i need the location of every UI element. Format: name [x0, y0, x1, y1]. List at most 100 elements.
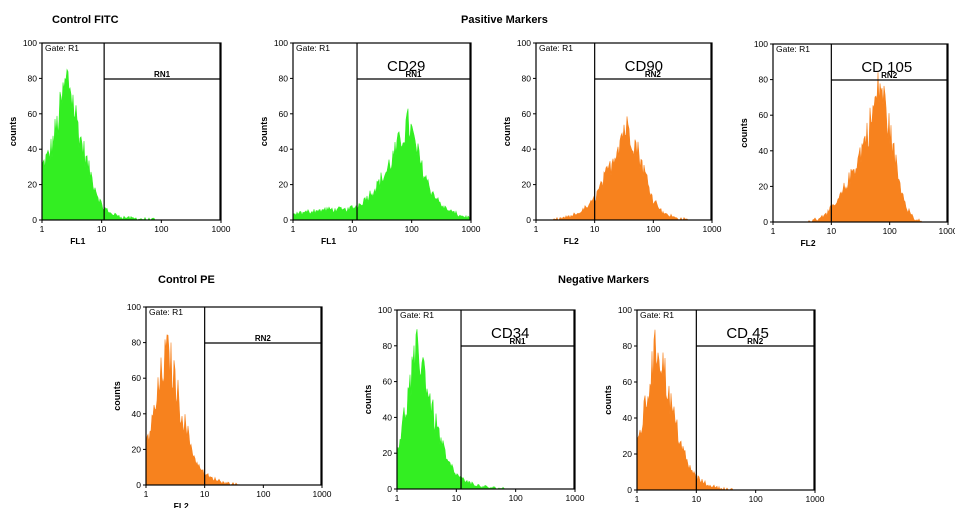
histogram-fill	[145, 334, 322, 486]
y-tick-label: 40	[28, 144, 38, 154]
x-tick-label: 10	[348, 224, 358, 234]
y-tick-label: 40	[132, 409, 142, 419]
x-tick-label: 1000	[212, 224, 231, 234]
plot-frame	[636, 309, 816, 491]
plot-frame	[396, 309, 576, 490]
y-tick-label: 20	[623, 449, 633, 459]
histogram-fill	[292, 108, 472, 221]
y-tick-label: 100	[274, 38, 288, 48]
y-axis-label: counts	[8, 117, 18, 147]
y-tick-label: 0	[32, 215, 37, 225]
x-tick-label: 1	[144, 489, 149, 499]
x-tick-label: 1	[635, 494, 640, 504]
y-tick-label: 40	[759, 146, 769, 156]
histogram-panel-5: Gate: R1 RN2 0 20 40 60 80 100 1 10 100 1000 counts F…	[112, 302, 332, 508]
y-tick-label: 60	[28, 109, 38, 119]
histogram-fill	[636, 329, 815, 491]
x-tick-label: 10	[452, 493, 462, 503]
x-tick-label: 100	[646, 224, 660, 234]
x-tick-label: 1000	[806, 494, 825, 504]
y-tick-label: 80	[132, 338, 142, 348]
plot-frame	[145, 306, 323, 486]
x-tick-label: 1000	[566, 493, 585, 503]
plot-frame	[292, 42, 472, 221]
y-tick-label: 0	[763, 217, 768, 227]
y-tick-label: 20	[28, 180, 38, 190]
x-tick-label: 100	[405, 224, 419, 234]
y-tick-label: 100	[517, 38, 531, 48]
x-tick-label: 1000	[462, 224, 481, 234]
y-tick-label: 0	[387, 484, 392, 494]
y-tick-label: 60	[623, 377, 633, 387]
marker-label: CD 105	[861, 59, 912, 76]
x-axis-label: FL2	[564, 236, 579, 246]
x-tick-label: 10	[827, 226, 837, 236]
control-fitc-heading: Control FITC	[52, 14, 119, 26]
x-tick-label: 10	[97, 224, 107, 234]
x-tick-label: 100	[883, 226, 897, 236]
histogram-fill	[396, 329, 575, 490]
region-label: RN2	[645, 70, 662, 79]
x-tick-label: 1000	[313, 489, 332, 499]
y-tick-label: 20	[383, 448, 393, 458]
y-tick-label: 0	[526, 215, 531, 225]
x-tick-label: 1000	[703, 224, 722, 234]
y-tick-label: 80	[383, 341, 393, 351]
y-axis-label: counts	[363, 385, 373, 415]
x-tick-label: 100	[154, 224, 168, 234]
y-axis-label: counts	[739, 118, 749, 148]
x-tick-label: 10	[200, 489, 210, 499]
x-tick-label: 100	[256, 489, 270, 499]
y-tick-label: 20	[522, 180, 532, 190]
histogram-fill	[536, 116, 712, 221]
region-label: RN2	[881, 71, 898, 80]
x-axis-label: FL2	[174, 501, 189, 508]
y-axis-label: counts	[259, 117, 269, 147]
y-tick-label: 40	[383, 412, 393, 422]
y-tick-label: 0	[283, 215, 288, 225]
y-tick-label: 0	[136, 480, 141, 490]
x-tick-label: 10	[590, 224, 600, 234]
x-tick-label: 1	[40, 224, 45, 234]
y-tick-label: 60	[383, 377, 393, 387]
x-axis-label: FL1	[70, 236, 85, 246]
x-axis-label: FL2	[800, 238, 815, 248]
gate-label: Gate: R1	[640, 310, 674, 320]
y-axis-label: counts	[112, 381, 122, 411]
x-tick-label: 1	[534, 224, 539, 234]
marker-label: CD29	[387, 58, 425, 75]
region-label: RN2	[747, 337, 764, 346]
y-tick-label: 100	[127, 302, 141, 312]
y-tick-label: 80	[522, 73, 532, 83]
y-tick-label: 60	[279, 109, 289, 119]
x-tick-label: 1	[771, 226, 776, 236]
y-tick-label: 60	[759, 110, 769, 120]
x-tick-label: 100	[749, 494, 763, 504]
y-tick-label: 100	[378, 305, 392, 315]
y-tick-label: 60	[522, 109, 532, 119]
y-tick-label: 40	[522, 144, 532, 154]
y-tick-label: 0	[627, 485, 632, 495]
y-tick-label: 80	[623, 341, 633, 351]
y-tick-label: 100	[754, 39, 768, 49]
y-tick-label: 80	[759, 75, 769, 85]
y-tick-label: 40	[279, 144, 289, 154]
y-tick-label: 80	[279, 73, 289, 83]
gate-label: Gate: R1	[400, 310, 434, 320]
marker-label: CD34	[491, 325, 529, 342]
gate-label: Gate: R1	[296, 43, 330, 53]
x-tick-label: 1000	[939, 226, 955, 236]
gate-label: Gate: R1	[149, 307, 183, 317]
gate-label: Gate: R1	[45, 43, 79, 53]
y-tick-label: 80	[28, 73, 38, 83]
x-axis-label: FL1	[321, 236, 336, 246]
histogram-fill	[773, 72, 948, 223]
y-tick-label: 100	[23, 38, 37, 48]
y-tick-label: 20	[279, 180, 289, 190]
y-tick-label: 60	[132, 373, 142, 383]
positive-markers-heading: Pasitive Markers	[461, 14, 548, 26]
histogram-fill	[41, 68, 221, 221]
